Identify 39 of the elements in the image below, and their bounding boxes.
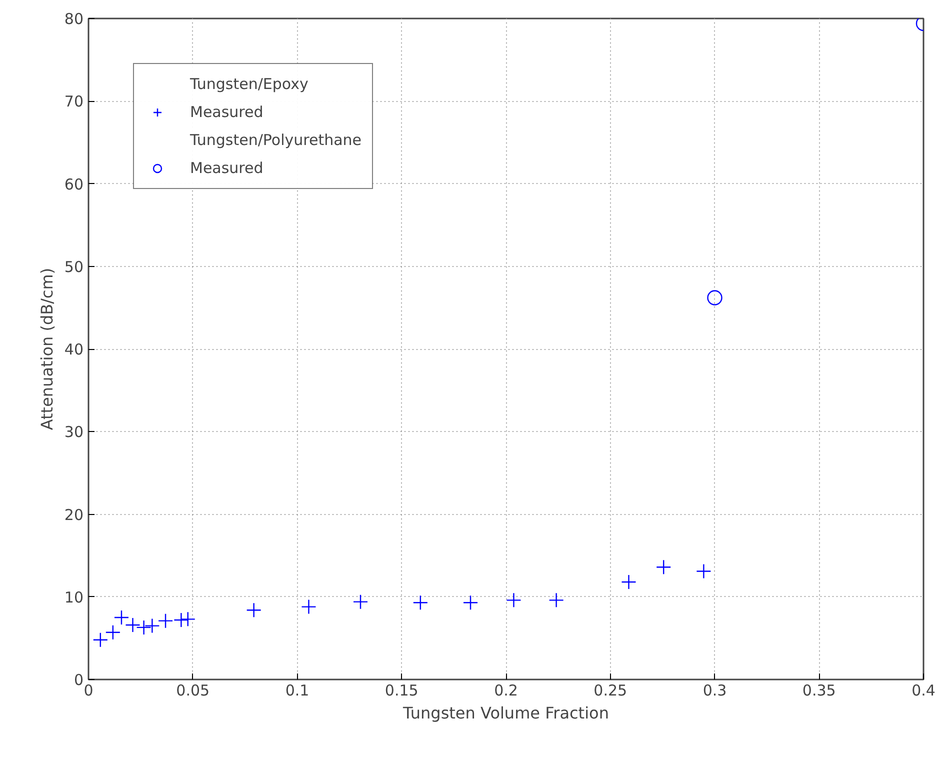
- point: [621, 574, 636, 590]
- x-tick-label: 0.25: [594, 682, 628, 700]
- point: [412, 595, 428, 610]
- point: [696, 564, 712, 579]
- point: [114, 610, 130, 626]
- y-tick-label: 20: [64, 506, 84, 524]
- point: [92, 632, 108, 648]
- point: [158, 613, 174, 628]
- point: [462, 595, 478, 610]
- x-tick-label: 0.35: [802, 682, 836, 700]
- point: [144, 618, 160, 634]
- point: [352, 594, 368, 610]
- point: [105, 624, 121, 640]
- y-tick-label: 80: [64, 10, 84, 28]
- annotation: Tungsten/Polyurethane: [190, 131, 362, 149]
- point: [506, 592, 522, 608]
- point: [125, 617, 140, 633]
- y-tick-label: 40: [64, 340, 84, 358]
- point: [246, 602, 262, 618]
- point: [656, 560, 672, 575]
- x-tick-label: 0.1: [285, 682, 310, 700]
- x-tick-label: 0.2: [494, 682, 518, 700]
- x-axis-title: Tungsten Volume Fraction: [402, 704, 609, 722]
- point: [174, 612, 189, 628]
- y-axis-title: Attenuation (dB/cm): [37, 268, 56, 430]
- x-tick-label: 0.15: [384, 682, 418, 700]
- legend-label: Measured: [190, 159, 264, 177]
- y-tick-label: 30: [64, 423, 84, 442]
- legend-label: Measured: [190, 103, 264, 121]
- x-tick-label: 0.4: [912, 682, 936, 700]
- y-tick-label: 60: [64, 175, 84, 194]
- annotation: Tungsten/Epoxy: [190, 75, 308, 93]
- y-tick-label: 10: [64, 588, 84, 606]
- y-tick-label: 70: [64, 92, 84, 111]
- point: [301, 599, 316, 614]
- x-tick-label: 0.05: [176, 682, 210, 700]
- x-tick-label: 0.3: [702, 682, 727, 700]
- point: [548, 592, 564, 608]
- y-tick-label: 50: [64, 258, 84, 276]
